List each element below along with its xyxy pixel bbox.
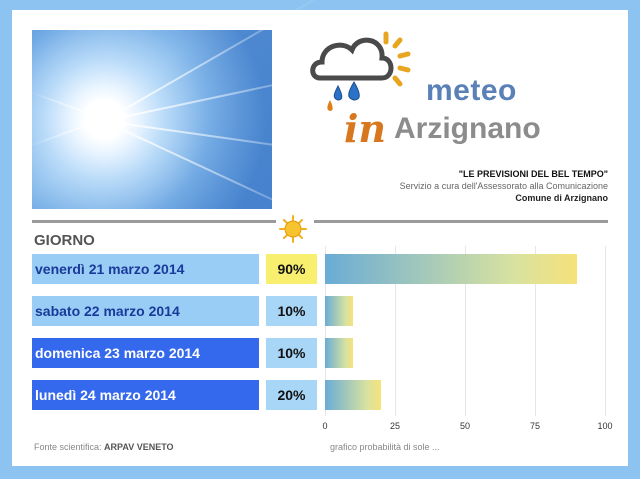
sunny-sky-image xyxy=(28,0,362,232)
forecast-panel: meteo in Arzignano "LE PREVISIONI DEL BE… xyxy=(12,0,628,466)
x-tick-label: 25 xyxy=(389,421,400,431)
logo-meteo-text: meteo xyxy=(426,74,517,107)
municipality-line: Comune di Arzignano xyxy=(515,193,608,203)
meteo-logo: meteo in Arzignano xyxy=(308,28,548,158)
chart-bar xyxy=(325,296,353,326)
logo-place-text: Arzignano xyxy=(394,112,541,145)
chart-bar xyxy=(325,380,381,410)
x-tick-label: 0 xyxy=(322,421,328,431)
source-label: Fonte scientifica: xyxy=(34,442,105,452)
day-label: domenica 23 marzo 2014 xyxy=(32,338,259,368)
x-tick-label: 75 xyxy=(529,421,540,431)
x-tick-label: 50 xyxy=(459,421,470,431)
chart-gridline xyxy=(395,246,396,416)
tagline: "LE PREVISIONI DEL BEL TEMPO" xyxy=(458,169,608,179)
chart-gridline xyxy=(325,246,326,416)
header-credits: "LE PREVISIONI DEL BEL TEMPO" Servizio a… xyxy=(400,168,608,204)
cloud-rain-sun-icon xyxy=(310,31,411,111)
service-line: Servizio a cura dell'Assessorato alla Co… xyxy=(399,181,608,191)
divider-left xyxy=(32,220,276,223)
day-label: venerdì 21 marzo 2014 xyxy=(32,254,259,284)
chart-caption: grafico probabilità di sole ... xyxy=(330,442,440,452)
logo-in-text: in xyxy=(344,106,387,151)
chart-bar xyxy=(325,338,353,368)
sun-icon xyxy=(279,215,307,243)
sun-probability-value: 90% xyxy=(266,254,317,284)
chart-bar xyxy=(325,254,577,284)
source-credit: Fonte scientifica: ARPAV VENETO xyxy=(34,442,174,452)
x-tick-label: 100 xyxy=(597,421,613,431)
chart-gridline xyxy=(605,246,606,416)
day-label: lunedì 24 marzo 2014 xyxy=(32,380,259,410)
sun-probability-value: 10% xyxy=(266,338,317,368)
sun-probability-value: 10% xyxy=(266,296,317,326)
day-column-title: GIORNO xyxy=(34,232,95,249)
chart-gridline xyxy=(465,246,466,416)
chart-gridline xyxy=(535,246,536,416)
sun-probability-value: 20% xyxy=(266,380,317,410)
divider-right xyxy=(314,220,608,223)
day-label: sabato 22 marzo 2014 xyxy=(32,296,259,326)
source-name: ARPAV VENETO xyxy=(104,442,174,452)
